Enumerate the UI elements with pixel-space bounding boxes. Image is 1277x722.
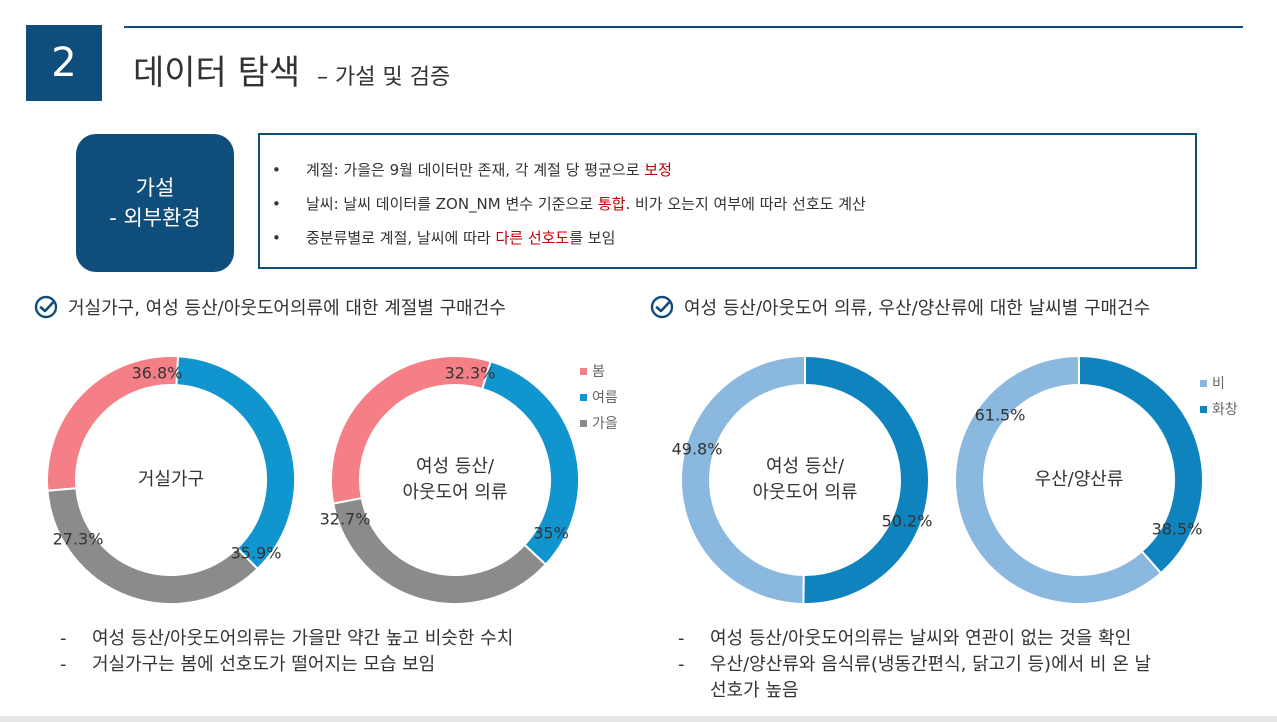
bullet-text: 중분류별로 계절, 날씨에 따라 (306, 229, 496, 247)
weather-legend-label: 비 (1212, 376, 1225, 392)
donut-center-label: 아웃도어 의류 (402, 482, 507, 503)
donut-center-label: 거실가구 (138, 469, 204, 490)
donut-slice-4-2 (1078, 354, 1204, 575)
data-label: 49.8% (672, 440, 723, 459)
season-legend-label: 봄 (592, 364, 605, 380)
bullet-highlight: 통합 (597, 195, 626, 213)
footer-bar (0, 716, 1277, 722)
donut-center-label: 우산/양산류 (1035, 469, 1124, 490)
bullet-text-tail: . 비가 오는지 여부에 따라 선호도 계산 (625, 195, 866, 213)
data-label: 36.8% (132, 364, 183, 383)
note-item: - 여성 등산/아웃도어의류는 날씨와 연관이 없는 것을 확인 (678, 628, 1132, 649)
page-title: 데이터 탐색 – 가설 및 검증 (133, 45, 450, 94)
note-item: 선호가 높음 (678, 678, 1151, 704)
note-text: 우산/양산류와 음식류(냉동간편식, 닭고기 등)에서 비 온 날 (710, 654, 1152, 675)
title-main: 데이터 탐색 (133, 53, 301, 93)
left-section-heading: 거실가구, 여성 등산/아웃도어의류에 대한 계절별 구매건수 (34, 294, 506, 320)
donut-slice-3-1 (680, 354, 806, 606)
hypothesis-badge: 가설 - 외부환경 (76, 134, 234, 272)
bullet-season: 계절: 가을은 9월 데이터만 존재, 각 계절 당 평균으로 보정 (260, 153, 1195, 187)
slide-number: 2 (26, 25, 102, 101)
data-label: 61.5% (975, 406, 1026, 425)
data-label: 27.3% (53, 530, 104, 549)
bullet-highlight: 보정 (644, 161, 672, 179)
title-rule (124, 26, 1243, 28)
hypothesis-line1: 가설 (135, 176, 175, 200)
donut-slice-1-2 (175, 355, 296, 571)
data-label: 38.5% (1152, 520, 1203, 539)
hypothesis-details: 계절: 가을은 9월 데이터만 존재, 각 계절 당 평균으로 보정 날씨: 날… (258, 133, 1197, 269)
season-legend-swatch (580, 394, 587, 401)
bullet-text-tail: 를 보임 (569, 229, 616, 247)
donut-slice-1-1 (46, 355, 180, 492)
season-legend-label: 여름 (592, 390, 618, 406)
bullet-weather: 날씨: 날씨 데이터를 ZON_NM 변수 기준으로 통합. 비가 오는지 여부… (260, 187, 1195, 221)
title-subtitle: – 가설 및 검증 (317, 65, 451, 90)
donut-center-label: 여성 등산/ (766, 456, 845, 477)
check-circle-icon (34, 295, 58, 319)
donut-slice-2-1 (330, 355, 492, 505)
bullet-text: 날씨: 날씨 데이터를 ZON_NM 변수 기준으로 (306, 195, 598, 213)
data-label: 35% (533, 524, 569, 543)
bullet-text: 계절: 가을은 9월 데이터만 존재, 각 계절 당 평균으로 (306, 161, 645, 179)
donut-slice-1-3 (46, 487, 259, 605)
left-observations: - 여성 등산/아웃도어의류는 가을만 약간 높고 비슷한 수치 - 거실가구는 봄… (60, 626, 513, 678)
hypothesis-line2: - 외부환경 (109, 206, 201, 230)
bullet-category: 중분류별로 계절, 날씨에 따라 다른 선호도를 보임 (260, 221, 1195, 255)
note-item: - 우산/양산류와 음식류(냉동간편식, 닭고기 등)에서 비 온 날 (678, 654, 1152, 675)
bullet-highlight: 다른 선호도 (495, 229, 570, 247)
data-label: 35.9% (231, 544, 282, 563)
note-text: 여성 등산/아웃도어의류는 가을만 약간 높고 비슷한 수치 (92, 628, 514, 649)
weather-legend-label: 화창 (1212, 402, 1238, 418)
donut-center-label: 아웃도어 의류 (752, 482, 857, 503)
data-label: 32.7% (320, 510, 371, 529)
note-item: - 여성 등산/아웃도어의류는 가을만 약간 높고 비슷한 수치 (60, 628, 514, 649)
season-legend-swatch (580, 368, 587, 375)
donut-slice-4-1 (954, 354, 1163, 605)
left-heading-text: 거실가구, 여성 등산/아웃도어의류에 대한 계절별 구매건수 (68, 298, 506, 319)
note-item: - 거실가구는 봄에 선호도가 떨어지는 모습 보임 (60, 654, 436, 675)
donut-slice-2-2 (481, 359, 580, 566)
check-circle-icon (650, 295, 674, 319)
weather-legend-swatch (1200, 380, 1207, 387)
note-text: 선호가 높음 (710, 680, 799, 701)
note-text: 거실가구는 봄에 선호도가 떨어지는 모습 보임 (92, 654, 436, 675)
right-heading-text: 여성 등산/아웃도어 의류, 우산/양산류에 대한 날씨별 구매건수 (684, 298, 1151, 319)
donut-center-label: 여성 등산/ (416, 456, 495, 477)
data-label: 32.3% (445, 364, 496, 383)
data-label: 50.2% (882, 512, 933, 531)
right-observations: - 여성 등산/아웃도어의류는 날씨와 연관이 없는 것을 확인 - 우산/양산류와… (678, 626, 1151, 704)
season-legend-swatch (580, 420, 587, 427)
season-legend-label: 가을 (592, 416, 618, 432)
weather-legend-swatch (1200, 406, 1207, 413)
donut-slice-3-2 (802, 354, 930, 605)
right-section-heading: 여성 등산/아웃도어 의류, 우산/양산류에 대한 날씨별 구매건수 (650, 294, 1150, 320)
note-text: 여성 등산/아웃도어의류는 날씨와 연관이 없는 것을 확인 (710, 628, 1132, 649)
donut-slice-2-3 (332, 496, 548, 605)
